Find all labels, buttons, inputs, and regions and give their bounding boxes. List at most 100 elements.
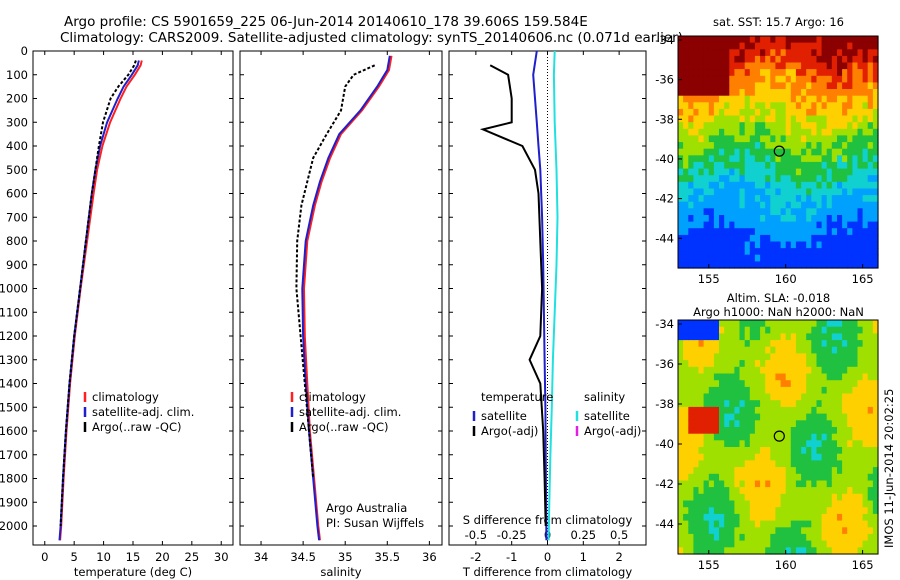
map-cell	[790, 353, 797, 361]
map-cell	[852, 135, 859, 143]
map-cell	[739, 102, 746, 110]
map-cell	[749, 89, 756, 97]
map-cell	[760, 373, 766, 381]
map-cell	[688, 168, 694, 176]
map-cell	[775, 181, 782, 189]
map-cell	[852, 122, 859, 130]
map-cell	[831, 215, 838, 223]
map-cell	[678, 386, 684, 395]
map-cell	[765, 406, 771, 415]
map-cell	[729, 42, 735, 50]
map-cell	[693, 406, 700, 415]
map-cell	[693, 148, 700, 156]
map-cell	[765, 115, 771, 123]
map-cell	[826, 75, 833, 83]
map-cell	[842, 373, 848, 381]
map-cell	[806, 366, 812, 375]
map-cell	[852, 142, 859, 150]
map-cell	[688, 480, 694, 488]
map-cell	[770, 500, 776, 508]
map-cell	[703, 380, 710, 388]
map-cell	[801, 533, 807, 542]
map-cell	[821, 135, 828, 143]
map-cell	[831, 413, 838, 421]
map-cell	[754, 195, 761, 203]
map-cell	[775, 440, 782, 448]
map-cell	[739, 234, 746, 243]
map-cell	[780, 55, 787, 64]
map-cell	[708, 261, 715, 269]
map-cell	[811, 520, 817, 528]
map-cell	[790, 128, 797, 136]
map-cell	[816, 234, 823, 243]
map-cell	[862, 520, 869, 528]
map-cell	[842, 201, 848, 209]
map-cell	[826, 373, 833, 381]
map-cell	[713, 208, 720, 216]
map-cell	[683, 373, 689, 381]
map-cell	[862, 102, 869, 110]
map-cell	[811, 333, 817, 341]
map-cell	[724, 326, 730, 334]
map-cell	[698, 175, 705, 183]
map-cell	[708, 467, 715, 475]
map-cell	[847, 148, 853, 156]
map-cell	[872, 427, 879, 435]
map-cell	[795, 380, 802, 388]
map-cell	[770, 49, 776, 57]
map-cell	[785, 148, 792, 156]
map-cell	[760, 507, 766, 515]
map-cell	[801, 480, 807, 488]
map-cell	[831, 201, 838, 209]
map-cell	[852, 487, 859, 495]
map-cell	[852, 393, 859, 401]
map-cell	[826, 49, 833, 57]
map-cell	[770, 406, 776, 415]
map-cell	[770, 62, 776, 70]
map-cell	[739, 527, 746, 535]
map-cell	[683, 148, 689, 156]
map-cell	[801, 181, 807, 189]
map-cell	[872, 533, 879, 542]
map-cell	[806, 208, 812, 216]
map-cell	[795, 427, 802, 435]
map-cell	[719, 62, 725, 70]
map-cell	[826, 228, 833, 236]
map-cell	[693, 373, 700, 381]
map-cell	[744, 228, 751, 236]
map-cell	[749, 440, 756, 448]
map-cell	[862, 122, 869, 130]
map-cell	[872, 188, 879, 196]
map-cell	[754, 82, 761, 90]
map-cell	[837, 122, 843, 130]
map-cell	[826, 413, 833, 421]
map-cell	[862, 188, 869, 196]
map-cell	[698, 161, 705, 170]
map-cell	[816, 393, 823, 401]
map-cell	[693, 547, 700, 555]
map-cell	[821, 188, 828, 196]
map-cell	[826, 215, 833, 223]
map-cell	[754, 201, 761, 209]
map-cell	[770, 493, 776, 502]
map-cell	[760, 228, 766, 236]
map-cell	[775, 493, 782, 502]
map-cell	[760, 75, 766, 83]
map-cell	[765, 175, 771, 183]
map-cell	[780, 500, 787, 508]
map-cell	[729, 540, 735, 548]
map-cell	[749, 115, 756, 123]
map-cell	[816, 62, 823, 70]
map-cell	[719, 320, 725, 328]
legend-label: climatology	[92, 390, 159, 404]
map-cell	[703, 228, 710, 236]
map-cell	[790, 36, 797, 44]
map-cell	[847, 533, 853, 542]
map-cell	[795, 527, 802, 535]
legend-label: climatology	[299, 390, 366, 404]
map-cell	[734, 36, 741, 44]
map-cell	[703, 135, 710, 143]
map-cell	[857, 487, 864, 495]
map-cell	[703, 453, 710, 461]
map-cell	[739, 467, 746, 475]
